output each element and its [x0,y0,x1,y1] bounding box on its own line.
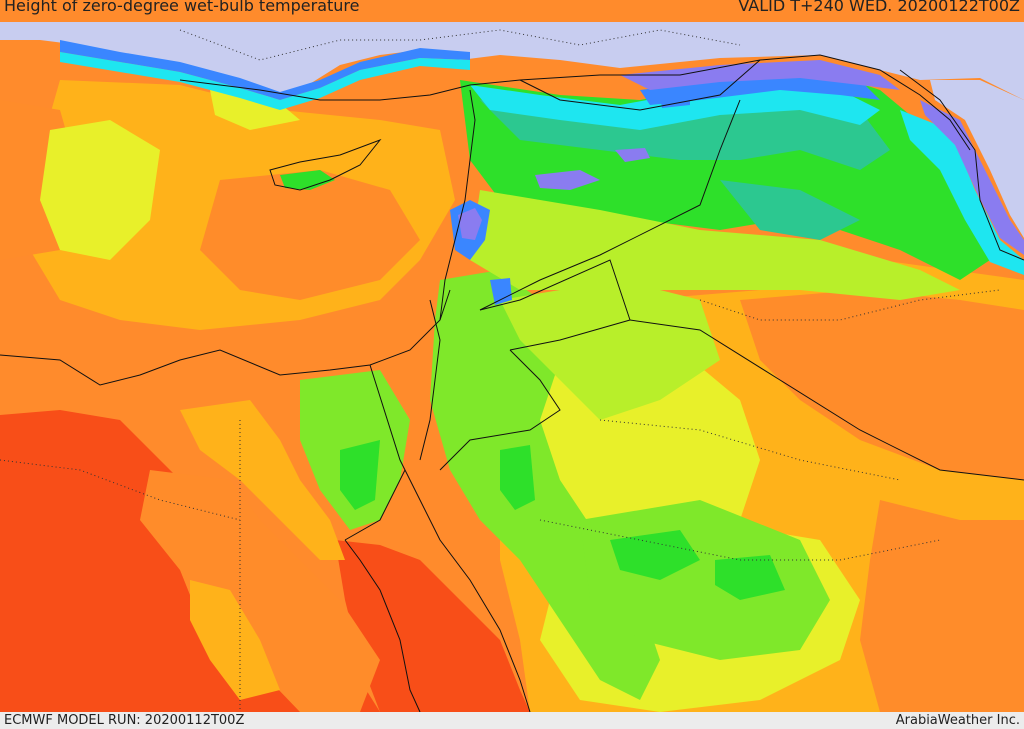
border-turkey-south [179,54,971,151]
contour-yellow-egypt [180,400,345,560]
border-saudi-iraq [629,319,1024,481]
province-1 [0,459,241,521]
contour-north-teal-2 [720,180,860,240]
province-2 [599,419,901,481]
contour-east-snow [930,80,1024,238]
contour-med-orange [200,170,420,300]
contour-med-yellow-streak-2 [210,90,300,130]
contour-iraq-blob-purple [535,170,600,190]
contour-arabia-dark-orange [740,290,1024,480]
contour-saudi-dark-green-2 [715,555,785,600]
border-jordan-east [439,349,561,471]
contour-north-yellowgreen [470,190,960,300]
province-5 [699,289,1001,321]
internal-borders [0,29,1001,712]
contour-east-purple [920,100,1024,255]
footer-bar: ECMWF MODEL RUN: 20200112T00Z ArabiaWeat… [0,712,1024,729]
border-egypt-libya-coast [0,289,451,386]
contour-saudi-dark-green [610,530,700,580]
borders [0,54,1024,713]
border-israel [419,299,441,461]
contour-med-yellow-streak [40,120,160,260]
contour-turkey-blue-edge [60,40,470,100]
contour-turkey-cyan-edge [60,52,470,110]
border-jordan-saudi [479,259,631,351]
contour-levant-yellowgreen [500,280,720,420]
contour-levant-coast-purple [458,208,482,240]
border-levant-coast [439,89,476,321]
contour-golan-blue [490,278,512,305]
border-iran [899,69,1024,261]
contour-jordan-dark-green [500,445,535,510]
contour-red-redsea [335,540,530,712]
border-redsea-west [344,539,421,713]
border-syria-jordan [479,99,741,311]
province-4 [179,29,741,61]
credit: ArabiaWeather Inc. [895,713,1020,728]
border-syria-iraq [519,59,761,111]
model-run: ECMWF MODEL RUN: 20200112T00Z [4,713,245,728]
contour-turkey-snow [0,22,1024,100]
contour-iraq-blob-purple-2 [615,148,650,162]
contour-north-purple [620,60,900,90]
contour-arabia-dark-orange-2 [860,500,1024,712]
contour-yellow-egypt-2 [190,580,280,700]
border-redsea-east [404,469,531,713]
contour-cyprus [280,170,335,190]
contour-orange-egypt [140,470,380,712]
contour-sinai-dark-green [340,440,380,510]
cyprus-outline [269,138,382,191]
